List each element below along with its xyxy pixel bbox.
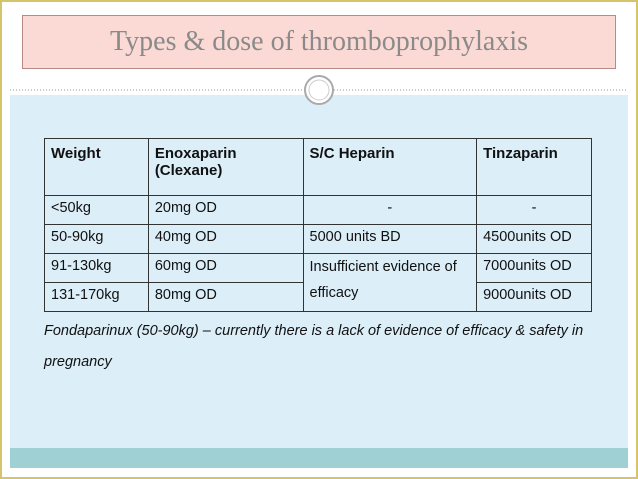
header-row: Weight Enoxaparin (Clexane) S/C Heparin T…	[44, 138, 592, 196]
cell: 5000 units BD	[302, 224, 478, 254]
cell: 80mg OD	[147, 282, 304, 312]
cell: 91-130kg	[44, 253, 149, 283]
cell: -	[476, 195, 592, 225]
header-cell: S/C Heparin	[302, 138, 478, 196]
header-text: (Clexane)	[154, 162, 223, 179]
header-text: Tinzaparin	[483, 145, 558, 162]
row: 91-130kg 60mg OD Insufficient evidence o…	[44, 253, 592, 312]
cell: 7000units OD	[476, 253, 592, 283]
title-box: Types & dose of thromboprophylaxis	[22, 15, 616, 69]
merged-cell: Insufficient evidence of efficacy	[302, 253, 478, 312]
header-cell: Tinzaparin	[476, 138, 592, 196]
footnote: Fondaparinux (50-90kg) – currently there…	[44, 323, 584, 370]
row: 131-170kg 80mg OD 9000units OD	[44, 282, 592, 312]
dose-table: Weight Enoxaparin (Clexane) S/C Heparin T…	[44, 138, 592, 312]
footer-band	[10, 448, 628, 468]
header-text: Enoxaparin	[154, 145, 237, 162]
cell: 131-170kg	[44, 282, 149, 312]
cell: -	[302, 195, 478, 225]
cell: 4500units OD	[476, 224, 592, 254]
header-text: Weight	[51, 145, 101, 162]
cell: 20mg OD	[147, 195, 304, 225]
row: 50-90kg 40mg OD 5000 units BD 4500units …	[44, 224, 592, 254]
divider	[10, 75, 628, 105]
cell: 60mg OD	[147, 253, 304, 283]
cell: <50kg	[44, 195, 149, 225]
row: <50kg 20mg OD - -	[44, 195, 592, 225]
cell: 40mg OD	[147, 224, 304, 254]
cell: 9000units OD	[476, 282, 592, 312]
divider-circle-inner	[308, 79, 330, 101]
title: Types & dose of thromboprophylaxis	[110, 26, 528, 57]
header-cell: Enoxaparin (Clexane)	[147, 138, 304, 196]
header-text: S/C Heparin	[309, 145, 395, 162]
header-cell: Weight	[44, 138, 149, 196]
cell: 50-90kg	[44, 224, 149, 254]
